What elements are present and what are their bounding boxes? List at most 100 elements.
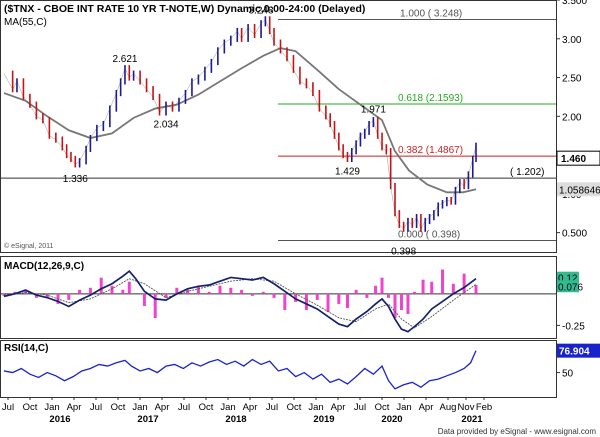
footer-credit: Data provided by eSignal - www.esignal.c… (438, 427, 597, 436)
x-month-label: Jan (132, 402, 147, 413)
macd-histogram-bar (153, 293, 157, 319)
ma-last-box (557, 182, 600, 197)
x-year-label: 2019 (313, 414, 334, 425)
x-month-label: Jul (2, 402, 14, 413)
x-year-label: 2016 (49, 414, 70, 425)
macd-histogram-bar (393, 293, 397, 319)
price-y-tick-label: 0.500 (562, 229, 587, 240)
x-month-label: Jan (44, 402, 59, 413)
x-month-label: Apr (419, 402, 434, 413)
price-y-tick-label: 3.00 (562, 35, 582, 46)
macd-histogram-bar (218, 285, 222, 294)
macd-histogram-bar (462, 273, 466, 294)
price-annotation: 1.336 (63, 174, 88, 185)
macd-histogram-bar (474, 284, 478, 294)
ma-last-label: 1.058646 (559, 185, 600, 196)
price-y-tick-label: 2.00 (562, 112, 582, 123)
macd-histogram-bar (164, 293, 168, 298)
x-year-label: 2017 (137, 414, 158, 425)
macd-histogram-bar (142, 293, 146, 306)
rsi-line (3, 350, 477, 390)
x-month-label: Jul (178, 402, 190, 413)
watermark: © eSignal, 2011 (4, 242, 54, 250)
macd-histogram-bar (272, 293, 276, 298)
macd-histogram-bar (240, 289, 244, 294)
signal-last-box (557, 280, 579, 293)
macd-histogram-bar (406, 293, 410, 315)
macd-histogram-bar (304, 293, 308, 310)
macd-histogram-bar (110, 285, 114, 294)
macd-histogram-bar (345, 293, 349, 308)
macd-histogram-bar (196, 285, 200, 294)
rsi-last-box (557, 343, 600, 358)
price-annotation: 2.621 (112, 54, 137, 65)
macd-histogram-bar (283, 293, 287, 310)
x-month-label: Apr (243, 402, 258, 413)
price-panel-frame (0, 0, 557, 253)
macd-line (3, 269, 477, 333)
macd-histogram-bar (421, 279, 425, 294)
macd-histogram-bar (430, 281, 434, 294)
fib-level-label: 0.382 (1.4867) (398, 145, 463, 156)
x-month-label: Oct (375, 402, 390, 413)
price-annotation: 3.248 (249, 6, 274, 17)
price-y-tick-label: 2.50 (562, 74, 582, 85)
macd-histogram-bar (88, 287, 92, 294)
x-month-label: Feb (476, 402, 492, 413)
fib-level-label: 0.000 ( 0.398) (398, 230, 460, 241)
x-month-label: Jul (266, 402, 278, 413)
macd-histogram-bar (45, 293, 49, 298)
x-month-label: Jul (90, 402, 102, 413)
macd-histogram-bar (326, 293, 330, 313)
x-month-label: Apr (155, 402, 170, 413)
macd-histogram-bar (175, 287, 179, 294)
ma-label: MA(55,C) (4, 17, 47, 28)
macd-histogram-bar (78, 289, 82, 294)
x-month-label: Oct (23, 402, 38, 413)
x-month-label: Aug (440, 402, 457, 413)
macd-histogram-bar (229, 287, 233, 294)
macd-histogram-bar (441, 269, 445, 294)
fib-level-label: 0.618 (2.1593) (398, 93, 463, 104)
macd-histogram-bar (337, 293, 341, 304)
macd-y-tick-label: -0.25 (562, 321, 585, 332)
price-annotation: 1.971 (361, 105, 386, 116)
fib-level-label: 1.000 ( 3.248) (400, 9, 462, 20)
x-month-label: Apr (331, 402, 346, 413)
rsi-last-label: 76.904 (559, 347, 590, 358)
price-annotation: 0.398 (391, 247, 416, 258)
macd-histogram-bar (354, 289, 358, 294)
chart-title: ($TNX - CBOE INT RATE 10 YR T-NOTE,W) Dy… (4, 3, 365, 15)
x-month-label: Jul (354, 402, 366, 413)
macd-histogram-bar (121, 289, 125, 294)
x-year-label: 2021 (461, 414, 483, 425)
x-month-label: Nov (458, 402, 475, 413)
rsi-y-tick-label: 50 (562, 369, 574, 380)
macd-last-label: 0.12 (558, 274, 578, 285)
macd-histogram-bar (250, 293, 254, 296)
price-y-tick-label: 3.500 (562, 0, 587, 7)
x-month-label: Apr (67, 402, 82, 413)
macd-histogram-bar (186, 289, 190, 294)
macd-histogram-bar (99, 277, 103, 294)
macd-histogram-bar (207, 291, 211, 294)
macd-signal-line (3, 278, 477, 329)
x-month-label: Oct (199, 402, 214, 413)
macd-histogram-bar (387, 293, 391, 298)
macd-histogram-bar (399, 293, 403, 310)
x-month-label: Jan (220, 402, 235, 413)
macd-histogram-bar (261, 291, 265, 294)
macd-histogram-bar (380, 277, 384, 294)
x-year-label: 2018 (225, 414, 246, 425)
last-price-box (556, 150, 600, 166)
macd-histogram-bar (412, 291, 416, 294)
macd-histogram-bar (127, 281, 131, 294)
support-line-label: ( 1.202) (510, 167, 544, 178)
price-trace (3, 18, 477, 230)
signal-last-label: 0.076 (558, 282, 583, 293)
last-price-label: 1.460 (561, 154, 586, 165)
x-month-label: Jan (396, 402, 411, 413)
